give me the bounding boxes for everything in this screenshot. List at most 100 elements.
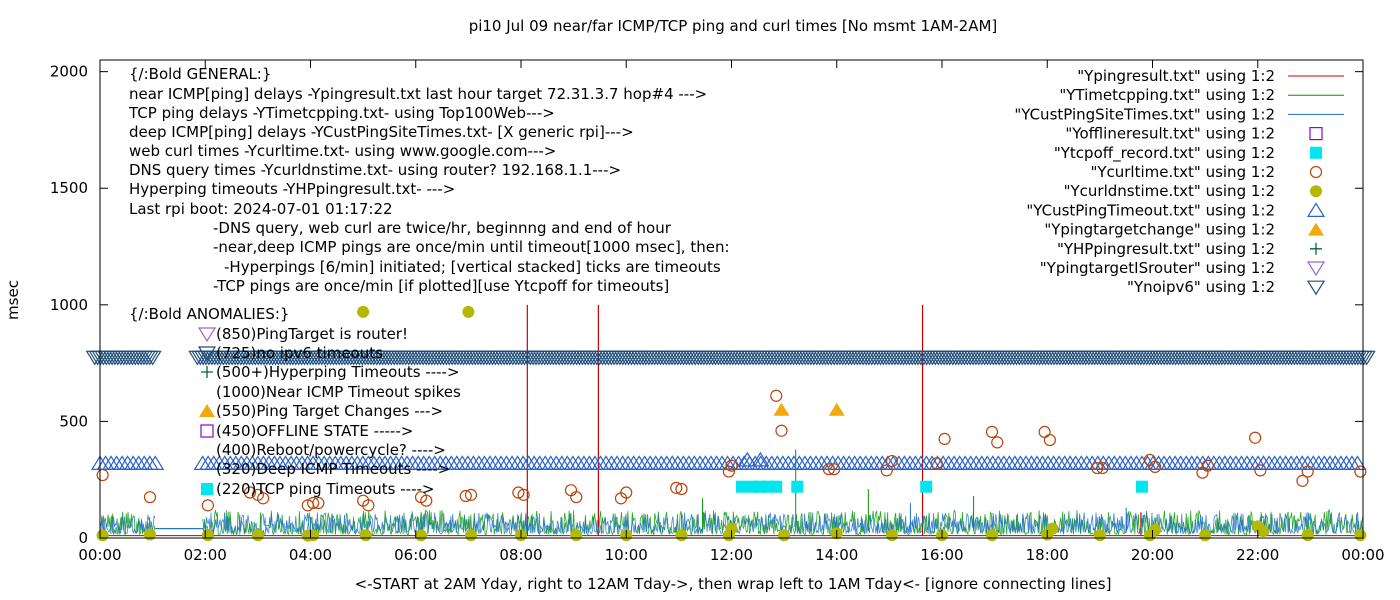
timeout-marker — [851, 350, 870, 366]
data-point — [570, 529, 583, 542]
data-point — [312, 496, 325, 510]
timeout-marker — [645, 350, 664, 366]
timeout-marker — [652, 455, 671, 470]
timeout-marker — [135, 455, 154, 470]
timeout-marker — [1224, 350, 1243, 366]
timeout-marker — [1296, 350, 1315, 366]
data-point — [620, 486, 633, 499]
annotation-text: deep ICMP[ping] delays -YCustPingSiteTim… — [129, 123, 634, 141]
timeout-marker — [768, 455, 787, 470]
timeout-marker — [972, 350, 991, 366]
timeout-marker — [1250, 350, 1269, 366]
timeout-marker — [983, 455, 1002, 470]
annotation-text: -TCP pings are once/min [if plotted][use… — [213, 277, 669, 295]
axes: 0 500 1000 1500 2000 00:00 02:00 04:00 06:00 08:0… — [50, 60, 1385, 564]
timeout-marker — [463, 350, 482, 366]
data-point — [930, 457, 943, 470]
timeout-marker — [1000, 455, 1019, 470]
data-point — [770, 480, 783, 493]
timeout-marker — [584, 350, 603, 366]
timeout-marker — [992, 350, 1012, 366]
timeout-marker — [738, 451, 757, 467]
timeout-marker — [1163, 350, 1182, 366]
timeout-marker — [1117, 350, 1136, 366]
timeout-marker — [541, 350, 560, 366]
timeout-marker — [790, 455, 809, 470]
timeout-marker — [1259, 455, 1279, 470]
timeout-marker — [457, 350, 476, 366]
timeout-marker — [822, 350, 841, 366]
timeout-marker — [717, 350, 737, 366]
timeout-marker — [749, 350, 768, 366]
timeout-marker — [1007, 350, 1026, 366]
timeout-marker — [856, 455, 875, 470]
timeout-marker — [585, 455, 605, 470]
data-point — [251, 529, 264, 542]
timeout-marker — [862, 350, 881, 366]
timeout-marker — [1256, 350, 1275, 366]
timeout-marker — [848, 350, 867, 366]
timeout-marker — [891, 350, 910, 366]
timeout-marker — [732, 350, 751, 366]
timeout-marker — [1204, 455, 1223, 470]
timeout-marker — [744, 350, 763, 366]
timeout-marker — [590, 350, 609, 366]
timeout-marker — [576, 350, 595, 366]
timeout-marker — [619, 350, 638, 366]
anomaly-text: (550)Ping Target Changes ---> — [216, 402, 443, 420]
timeout-marker — [984, 350, 1003, 366]
timeout-marker — [497, 455, 516, 470]
timeout-marker — [1276, 350, 1295, 366]
anomaly-text: (725)no ipv6 timeouts — [216, 344, 383, 362]
annotation-text: Hyperping timeouts -YHPpingresult.txt- -… — [129, 180, 455, 198]
timeout-marker — [486, 350, 505, 366]
timeout-marker — [660, 350, 679, 366]
timeout-marker — [1004, 350, 1023, 366]
timeout-marker — [1149, 350, 1168, 366]
timeout-marker — [978, 350, 997, 366]
timeout-marker — [97, 350, 116, 366]
timeout-marker — [1181, 350, 1200, 366]
timeout-marker — [591, 455, 610, 470]
timeout-marker — [853, 350, 873, 366]
data-point — [1149, 523, 1162, 536]
timeout-marker — [1267, 350, 1287, 366]
timeout-marker — [926, 350, 945, 366]
timeout-marker — [1088, 350, 1107, 366]
timeout-marker — [845, 455, 864, 470]
timeout-marker — [1018, 350, 1038, 366]
timeout-marker — [1126, 350, 1145, 366]
timeout-marker — [1072, 455, 1091, 470]
timeout-marker — [1212, 350, 1232, 366]
timeout-marker — [646, 455, 665, 470]
timeout-marker — [1305, 350, 1324, 366]
timeout-marker — [1111, 350, 1130, 366]
timeout-marker — [602, 455, 621, 470]
data-point — [828, 463, 841, 476]
timeout-marker — [1262, 350, 1281, 366]
timeout-marker — [1232, 455, 1251, 470]
timeout-marker — [1102, 350, 1122, 366]
timeout-marker — [631, 350, 650, 366]
timeout-marker — [558, 455, 577, 470]
annotation-text: Last rpi boot: 2024-07-01 01:17:22 — [129, 200, 393, 218]
timeout-marker — [628, 350, 647, 366]
timeout-marker — [1317, 350, 1336, 366]
timeout-marker — [1354, 350, 1373, 366]
data-point — [359, 529, 372, 542]
timeout-marker — [581, 350, 601, 366]
timeout-marker — [1314, 350, 1333, 366]
timeout-marker — [668, 455, 687, 470]
timeout-marker — [1050, 455, 1069, 470]
data-point — [880, 464, 893, 477]
timeout-marker — [683, 350, 702, 366]
timeout-marker — [1033, 455, 1052, 470]
timeout-marker — [1146, 350, 1165, 366]
x-tick-label: 04:00 — [289, 546, 332, 564]
timeout-marker — [552, 455, 571, 470]
timeout-marker — [1021, 350, 1041, 366]
timeout-marker — [574, 455, 593, 470]
timeout-marker — [469, 350, 488, 366]
timeout-marker — [842, 350, 861, 366]
timeout-marker — [1221, 350, 1240, 366]
